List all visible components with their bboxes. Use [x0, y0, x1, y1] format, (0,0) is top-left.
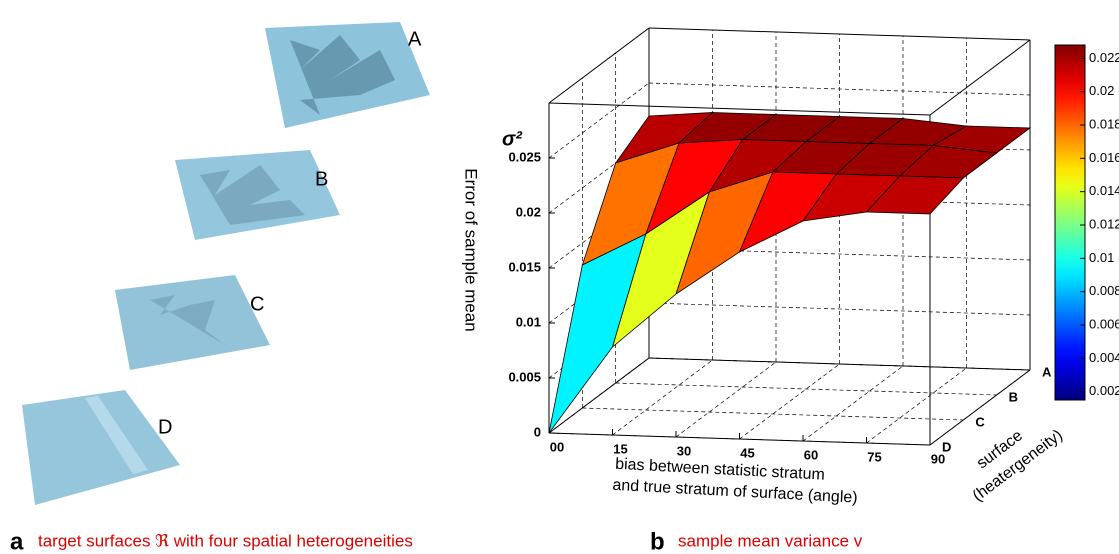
- x-tick-label: 90: [931, 451, 945, 466]
- z-tick-label: 0.005: [508, 369, 541, 384]
- axis-box-edge: [548, 102, 931, 116]
- panel-label: b: [650, 528, 665, 554]
- z-tick-label: 0: [534, 424, 541, 439]
- z-symbol: σ²: [502, 128, 523, 150]
- x-tick-label: 30: [677, 443, 691, 458]
- x-tick-label: 00: [550, 439, 564, 454]
- colorbar-tick-label: 0.004: [1089, 350, 1119, 365]
- surface-label: B: [315, 168, 328, 190]
- colorbar-tick-label: 0.01: [1089, 250, 1114, 265]
- surface-face: [548, 233, 647, 434]
- grid-line: [648, 357, 1031, 371]
- axis-box-edge: [929, 369, 1031, 446]
- colorbar-tick-label: 0.002: [1089, 383, 1119, 398]
- colorbar-tick-label: 0.012: [1089, 216, 1119, 231]
- colorbar-tick-label: 0.008: [1089, 283, 1119, 298]
- grid-line: [612, 359, 713, 436]
- surface-b-facets: [200, 165, 305, 225]
- colorbar-tick-label: 0.02: [1089, 83, 1114, 98]
- z-tick-label: 0.025: [508, 149, 541, 164]
- surface-d: [22, 390, 180, 505]
- grid-line: [648, 302, 1031, 316]
- grid-line: [802, 365, 904, 442]
- grid-line: [615, 382, 997, 396]
- y-tick-label: C: [975, 414, 985, 429]
- panel-label: a: [10, 528, 24, 554]
- grid-line: [548, 432, 931, 446]
- y-tick-label: B: [1009, 389, 1018, 404]
- grid-line: [648, 82, 1031, 96]
- surface-label: C: [250, 293, 264, 315]
- z-tick-label: 0.015: [508, 259, 541, 274]
- grid-line: [582, 407, 964, 421]
- colorbar-tick-label: 0.006: [1089, 316, 1119, 331]
- z-tick-label: 0.01: [516, 314, 541, 329]
- colorbar-tick-label: 0.016: [1089, 150, 1119, 165]
- surface-face: [865, 175, 965, 215]
- panel-a-surfaces: A B C D: [22, 22, 430, 505]
- colorbar-tick-label: 0.022: [1089, 50, 1119, 65]
- surface-d-ridge: [85, 396, 148, 474]
- axis-box-edge: [648, 27, 1031, 41]
- caption: sample mean variance v: [678, 531, 863, 550]
- surface-label: D: [158, 416, 172, 438]
- axis-box-edge: [548, 27, 650, 104]
- x-tick-label: 45: [740, 445, 754, 460]
- surface-a-facets: [290, 35, 395, 115]
- colorbar: [1054, 44, 1086, 401]
- caption: target surfaces ℜ with four spatial hete…: [38, 531, 413, 550]
- surface-label: A: [408, 28, 422, 50]
- colorbar-tick-label: 0.018: [1089, 116, 1119, 131]
- x-tick-label: 15: [613, 441, 627, 456]
- y-tick-label: A: [1042, 364, 1052, 379]
- grid-line: [739, 363, 840, 440]
- x-tick-label: 75: [867, 449, 881, 464]
- grid-line: [866, 367, 967, 444]
- axis-box-edge: [548, 357, 650, 434]
- surface-c-facets: [150, 295, 225, 345]
- axis-box-edge: [929, 39, 1031, 116]
- grid-line: [675, 361, 777, 438]
- colorbar-tick-label: 0.014: [1089, 183, 1119, 198]
- z-axis-label: Error of sample mean: [462, 168, 481, 331]
- y-tick-label: D: [942, 439, 951, 454]
- z-tick-label: 0.02: [516, 204, 541, 219]
- x-tick-label: 60: [804, 447, 818, 462]
